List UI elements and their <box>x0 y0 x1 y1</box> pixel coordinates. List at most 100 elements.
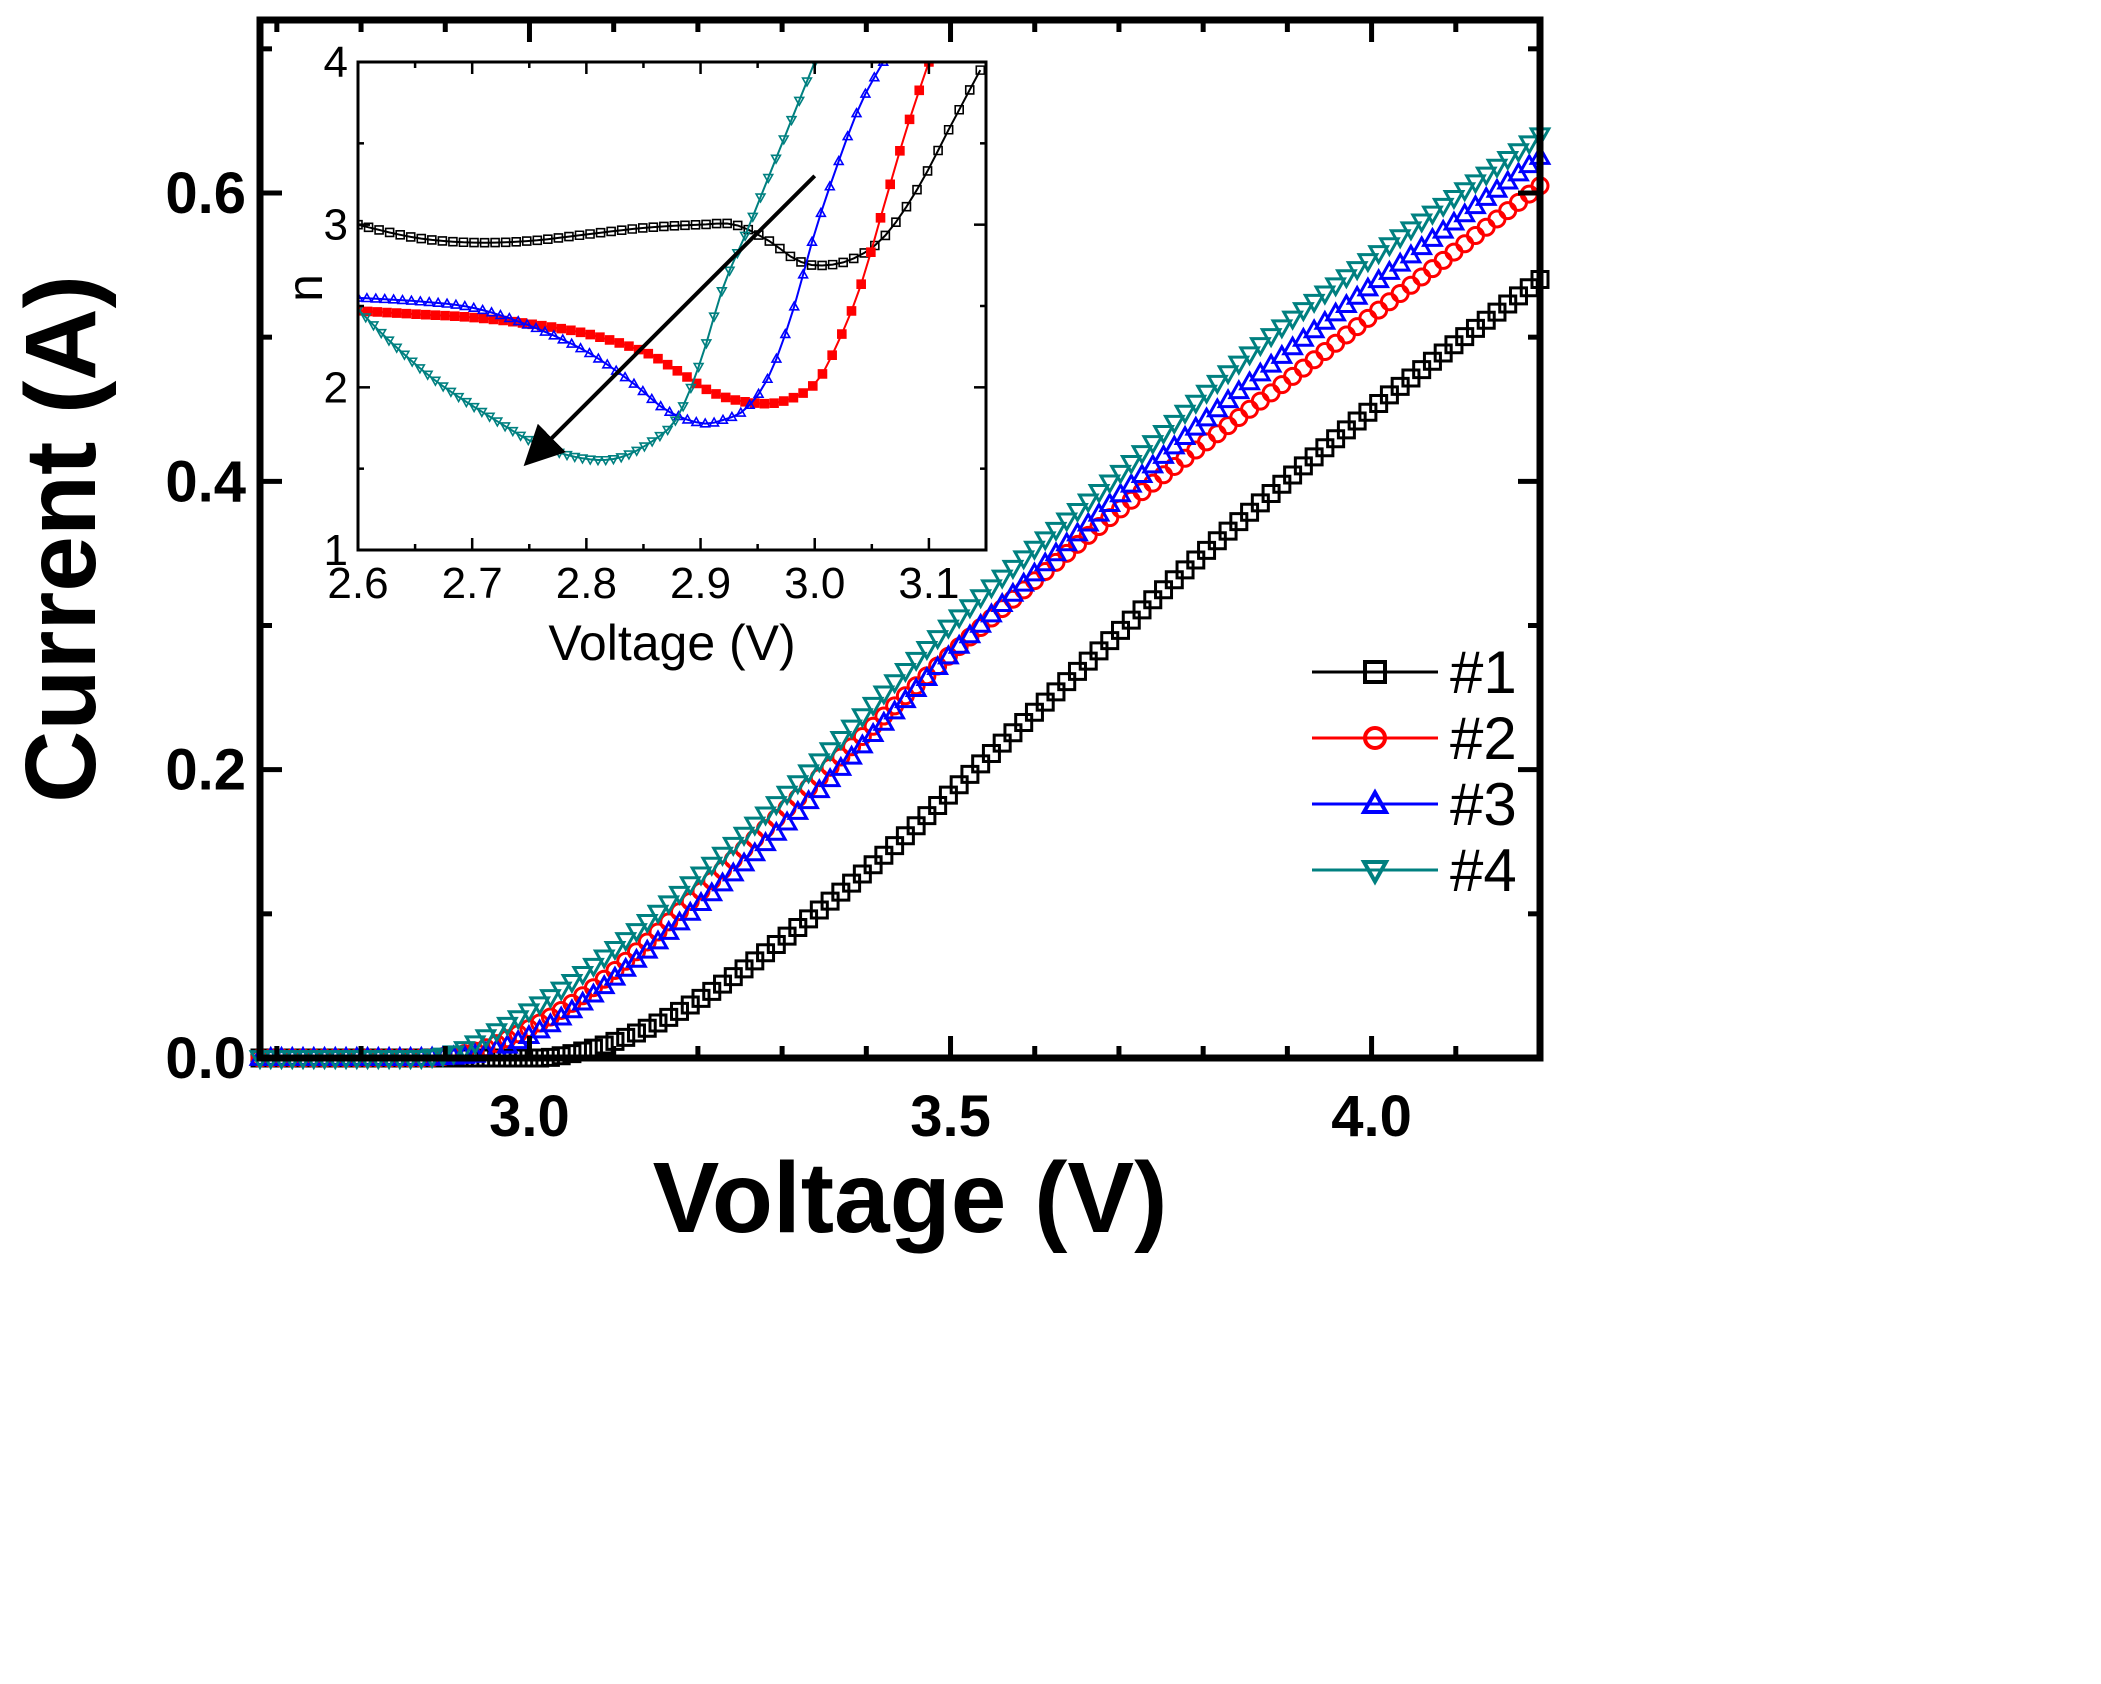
data-point <box>1109 482 1132 503</box>
data-point <box>1173 424 1197 445</box>
data-point <box>711 871 734 892</box>
data-point <box>1218 416 1238 436</box>
data-point <box>1487 209 1507 229</box>
data-point <box>958 599 982 620</box>
legend-entry-4: #4 <box>1312 837 1517 904</box>
data-point <box>990 591 1014 613</box>
data-point <box>528 996 552 1017</box>
data-point <box>1442 190 1466 211</box>
y-tick-label: 0.2 <box>165 738 246 803</box>
data-point <box>1412 267 1432 287</box>
data-point <box>797 764 820 785</box>
inset-data-point <box>432 296 444 307</box>
data-point <box>732 826 756 847</box>
data-point <box>1444 242 1464 262</box>
data-point <box>485 1023 509 1044</box>
inset-data-point <box>681 413 694 424</box>
inset-data-point <box>806 260 817 270</box>
inset-data-point <box>846 306 857 316</box>
main-plot: 3.0 3.5 4.0 0.0 0.2 0.4 0.6 Voltage (V) Current … <box>5 16 1552 1254</box>
data-point <box>549 981 573 1002</box>
data-point <box>960 764 980 784</box>
inset-data-point <box>975 65 986 75</box>
inset-data-point <box>614 338 625 348</box>
data-point <box>904 651 928 673</box>
data-point <box>1401 275 1421 295</box>
inset-data-point <box>801 77 813 88</box>
inset-data-point <box>575 327 586 338</box>
inset-data-point <box>817 369 828 379</box>
data-point <box>969 589 993 610</box>
legend-entry-2: #2 <box>1312 705 1517 772</box>
data-point <box>1367 245 1391 266</box>
data-point <box>1119 455 1143 476</box>
data-point <box>648 1013 668 1033</box>
inset-data-point <box>770 154 782 165</box>
inset-data-point <box>395 230 405 240</box>
data-point <box>1132 600 1152 620</box>
data-point <box>885 836 905 856</box>
inset-data-point <box>838 257 848 268</box>
data-point <box>1152 425 1175 446</box>
data-point <box>1218 521 1238 541</box>
data-point <box>797 788 820 810</box>
data-point <box>937 644 960 665</box>
data-point <box>971 754 991 774</box>
inset-data-point <box>574 342 587 353</box>
data-point <box>1162 414 1186 436</box>
data-point <box>949 775 969 795</box>
inset-data-point <box>747 212 759 223</box>
inset-data-point <box>553 233 564 243</box>
inset-data-point <box>630 446 643 457</box>
legend-label: #2 <box>1450 705 1517 772</box>
data-point <box>1238 346 1261 367</box>
inset-data-point <box>384 227 395 238</box>
data-point <box>1057 672 1077 692</box>
data-point <box>603 940 627 962</box>
data-point <box>937 619 960 640</box>
data-point <box>539 989 562 1010</box>
inset-data-point <box>448 236 458 247</box>
inset-data-point <box>793 96 806 107</box>
inset-data-point <box>546 322 557 332</box>
data-point <box>1433 250 1453 270</box>
inset-data-point <box>512 315 525 326</box>
data-point <box>1014 712 1034 732</box>
inset-data-point <box>627 224 638 234</box>
inset-data-point <box>460 397 473 409</box>
inset-data-point <box>730 395 741 405</box>
inset-x-tick-label: 2.9 <box>670 559 731 608</box>
inset-data-point <box>807 381 818 391</box>
data-point <box>1453 182 1477 203</box>
data-point <box>872 685 896 706</box>
inset-data-point <box>405 232 416 242</box>
data-point <box>1141 453 1165 474</box>
data-point <box>1379 292 1399 312</box>
inset-y-tick-label: 3 <box>324 201 348 250</box>
inset-x-axis-title: Voltage (V) <box>548 615 795 671</box>
data-point <box>1336 325 1356 345</box>
inset-data-point <box>806 235 818 246</box>
data-point <box>1143 590 1163 610</box>
data-point <box>625 923 648 944</box>
data-point <box>1076 493 1100 514</box>
data-point <box>1517 135 1541 156</box>
data-point <box>1455 234 1475 254</box>
data-point <box>659 1007 679 1027</box>
inset-data-point <box>601 358 614 369</box>
inset-data-point <box>440 310 450 321</box>
inset-data-point <box>624 341 634 351</box>
legend-label: #4 <box>1450 837 1517 904</box>
inset-data-point <box>701 384 712 395</box>
data-point <box>1259 328 1283 349</box>
data-point <box>1087 501 1111 522</box>
inset-data-point <box>685 383 697 395</box>
data-point <box>1130 445 1154 466</box>
data-point <box>721 861 745 882</box>
inset-data-point <box>777 135 790 146</box>
data-point <box>1399 221 1423 242</box>
data-point <box>1464 174 1487 195</box>
inset-data-point <box>568 452 581 463</box>
inset-data-point <box>922 166 933 176</box>
inset-data-point <box>638 442 651 453</box>
